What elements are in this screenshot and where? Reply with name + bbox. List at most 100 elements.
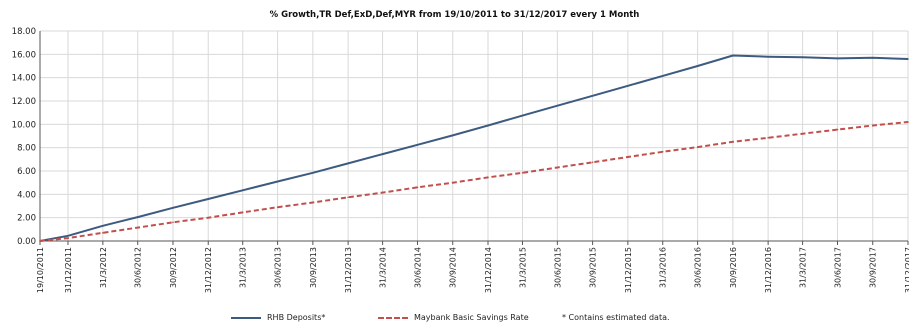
x-tick-label: 31/12/2012 [204,247,213,293]
data-point-0-23 [836,57,839,60]
x-tick-label: 31/12/2013 [344,247,353,293]
series-line-1 [39,121,909,242]
x-tick-label: 31/12/2014 [484,247,493,293]
axis-layer [39,31,909,245]
data-point-0-4 [172,206,174,209]
data-point-1-9 [347,196,349,199]
data-point-0-5 [207,198,210,200]
series-line-0 [39,54,909,242]
data-point-1-13 [487,176,489,179]
x-tick-label: 31/3/2014 [379,247,388,288]
data-point-1-24 [871,124,874,127]
data-point-0-1 [67,234,69,237]
data-point-0-21 [767,55,769,58]
y-tick-label: 14.00 [12,74,36,84]
y-tick-label: 12.00 [12,97,36,107]
data-point-1-5 [207,216,210,219]
data-point-0-22 [801,56,804,59]
data-point-0-6 [241,189,244,192]
legend-swatch-rhb [231,316,261,319]
data-point-1-0 [39,240,41,242]
x-tick-label: 30/9/2015 [589,247,598,288]
x-tick-label: 30/9/2014 [449,247,458,288]
data-point-1-21 [767,136,769,139]
x-tick-label: 31/3/2017 [799,247,808,288]
data-point-1-18 [661,150,664,153]
data-point-1-4 [172,221,174,224]
data-point-0-8 [312,171,314,174]
series-layer [39,54,909,242]
data-point-1-23 [836,128,839,131]
y-tick-label: 8.00 [17,144,36,154]
data-point-0-17 [627,85,629,87]
data-point-1-16 [591,161,594,164]
chart-title: % Growth,TR Def,ExD,Def,MYR from 19/10/2… [269,10,640,20]
x-tick-label: 31/12/2015 [624,247,633,293]
plot-area [40,31,908,241]
x-tick-label: 30/9/2013 [309,247,318,288]
x-tick-label: 30/6/2015 [553,247,562,288]
y-tick-label: 18.00 [12,27,36,37]
legend-label-rhb: RHB Deposits* [267,313,326,322]
x-tick-label: 31/3/2015 [518,247,527,288]
x-tick-label: 31/3/2013 [239,247,248,288]
x-tick-label: 30/6/2014 [413,247,422,288]
data-point-1-2 [102,232,104,234]
legend-item-rhb: RHB Deposits* [231,313,325,322]
data-point-1-3 [136,226,139,229]
data-point-0-3 [136,216,139,218]
data-point-1-22 [801,132,804,135]
x-tick-label: 19/10/2011 [36,247,45,293]
x-tick-label: 31/3/2016 [659,247,668,288]
data-point-1-15 [556,166,559,169]
x-tick-label: 30/9/2012 [169,247,178,288]
data-point-1-8 [312,201,314,204]
data-point-1-7 [276,206,279,208]
data-point-1-10 [381,191,384,194]
footnote: * Contains estimated data. [562,313,670,322]
x-tick-label: 31/12/2011 [64,247,73,293]
data-point-0-15 [556,104,559,107]
data-point-1-12 [451,181,454,184]
x-tick-label: 31/12/2017 [904,247,909,293]
data-point-0-7 [276,180,279,183]
y-tick-label: 0.00 [17,237,36,247]
data-point-0-10 [381,153,384,155]
y-tick-label: 10.00 [12,120,36,130]
label-layer: 0.00 2.00 4.00 6.00 8.00 10.00 12.00 14.00 16.00… [12,27,909,293]
data-point-0-9 [347,162,349,165]
y-tick-label: 16.00 [12,50,36,60]
data-point-0-12 [451,134,454,137]
data-point-0-13 [487,124,489,127]
x-tick-label: 30/6/2016 [694,247,703,288]
x-tick-label: 30/6/2013 [274,247,283,288]
data-point-0-14 [521,114,524,117]
data-point-0-18 [661,75,664,77]
data-point-0-2 [102,225,104,227]
data-point-1-1 [67,237,69,239]
x-tick-label: 30/9/2017 [869,247,878,288]
data-point-1-20 [732,141,734,143]
data-point-0-16 [591,94,594,97]
data-point-1-25 [907,121,909,123]
data-point-0-11 [416,143,419,146]
x-tick-label: 30/9/2016 [729,247,738,288]
y-tick-label: 4.00 [17,190,36,200]
legend-item-maybank: Maybank Basic Savings Rate [378,313,529,322]
data-point-1-19 [696,146,699,148]
x-tick-label: 31/12/2016 [764,247,773,293]
data-point-0-24 [871,57,874,59]
x-tick-label: 30/6/2012 [134,247,143,288]
data-point-1-14 [521,171,524,174]
data-point-1-11 [416,186,419,189]
y-tick-label: 6.00 [17,167,36,177]
data-point-1-6 [241,211,244,214]
grid-layer [39,30,909,242]
x-tick-label: 30/6/2017 [833,247,842,288]
data-point-0-19 [696,65,699,67]
data-point-0-20 [732,54,734,57]
data-point-1-17 [627,156,629,158]
legend-swatch-maybank [378,316,408,319]
y-tick-label: 2.00 [17,214,36,224]
